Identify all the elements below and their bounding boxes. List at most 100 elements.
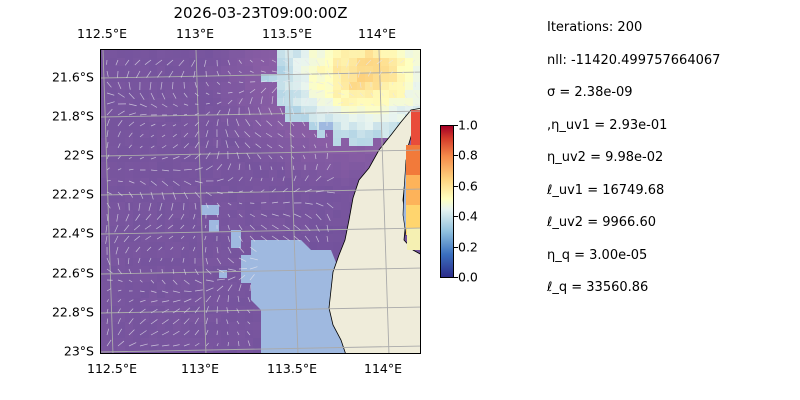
current-arrow (150, 300, 158, 303)
current-arrow (128, 81, 131, 90)
current-arrow (194, 131, 199, 138)
current-arrow (238, 81, 244, 84)
field-cell (165, 82, 174, 91)
current-arrow (128, 318, 134, 325)
map-panel[interactable] (100, 49, 421, 354)
current-arrow (304, 224, 311, 232)
field-cell (237, 314, 246, 323)
current-arrow (227, 224, 230, 230)
field-cell (117, 186, 126, 195)
current-arrow (282, 86, 289, 94)
current-arrow (205, 257, 209, 265)
current-arrow (139, 308, 146, 314)
field-cell (261, 146, 270, 155)
field-cell (205, 82, 214, 91)
field-cell (181, 298, 190, 307)
current-arrow (315, 163, 318, 171)
current-arrow (106, 92, 115, 96)
field-cell (181, 130, 190, 139)
field-cell (141, 162, 150, 171)
lon-tick-bottom: 114°E (363, 361, 403, 376)
current-arrow (226, 319, 229, 325)
current-arrow (183, 92, 188, 98)
current-arrow (392, 92, 396, 98)
field-cell (309, 58, 318, 67)
meridian-line (378, 50, 390, 353)
field-cell (109, 306, 118, 315)
field-cell (149, 274, 158, 283)
current-arrow (282, 79, 291, 83)
field-cell (197, 106, 206, 115)
current-arrow (128, 180, 135, 184)
field-cell (221, 138, 230, 147)
field-cell (269, 154, 278, 163)
field-cell (229, 98, 238, 107)
field-cell (333, 58, 342, 67)
field-cell (157, 322, 166, 331)
field-cell (341, 138, 350, 147)
current-arrow (304, 188, 312, 193)
field-cell (189, 298, 198, 307)
current-arrow (282, 224, 290, 230)
current-arrow (194, 289, 203, 292)
field-cell (333, 106, 342, 115)
current-arrow (238, 274, 246, 281)
field-cell (245, 90, 254, 99)
field-cell (125, 346, 134, 353)
field-cell (333, 74, 342, 83)
field-cell (109, 50, 118, 59)
field-cell (213, 50, 222, 59)
field-cell (357, 82, 366, 91)
field-cell (237, 250, 246, 259)
current-arrow (282, 213, 291, 217)
field-cell (205, 266, 214, 275)
field-cell (125, 218, 134, 227)
field-cell (349, 170, 358, 179)
field-cell (189, 282, 198, 291)
field-cell (157, 106, 166, 115)
current-arrow (237, 331, 240, 336)
field-cell (197, 162, 206, 171)
field-cell (173, 298, 182, 307)
current-arrow (216, 151, 220, 160)
current-arrow (204, 224, 207, 229)
colorbar-tick-label: 1.0 (458, 117, 478, 133)
field-cell (205, 306, 214, 315)
parallel-line (101, 306, 420, 314)
current-arrow (304, 175, 309, 182)
current-arrow (183, 298, 192, 303)
current-arrow (227, 246, 232, 254)
current-arrow (291, 107, 295, 116)
field-cell (325, 226, 334, 235)
current-arrow (282, 235, 290, 241)
field-cell (165, 306, 174, 315)
current-arrow (238, 163, 241, 171)
field-cell (181, 138, 190, 147)
current-arrow (161, 156, 168, 160)
field-cell (213, 186, 222, 195)
field-cell (141, 298, 150, 307)
field-cell (269, 50, 278, 59)
field-cell (381, 114, 390, 123)
field-cell (109, 314, 118, 323)
field-cell (197, 322, 206, 331)
current-arrow (117, 318, 121, 325)
field-cell (301, 58, 310, 67)
field-cell (141, 50, 150, 59)
current-arrow (216, 213, 219, 218)
current-arrow (302, 145, 306, 149)
current-arrow (160, 257, 163, 262)
field-cell (141, 90, 150, 99)
current-arrow (359, 92, 364, 97)
field-cell (293, 138, 302, 147)
field-cell (125, 154, 134, 163)
field-cell (237, 170, 246, 179)
field-cell (237, 138, 246, 147)
current-arrow (282, 96, 285, 105)
current-arrow (260, 59, 265, 63)
field-cell (237, 298, 246, 307)
field-cell (181, 162, 190, 171)
current-arrow (249, 97, 253, 105)
field-cell (245, 114, 254, 123)
field-cell (157, 50, 166, 59)
